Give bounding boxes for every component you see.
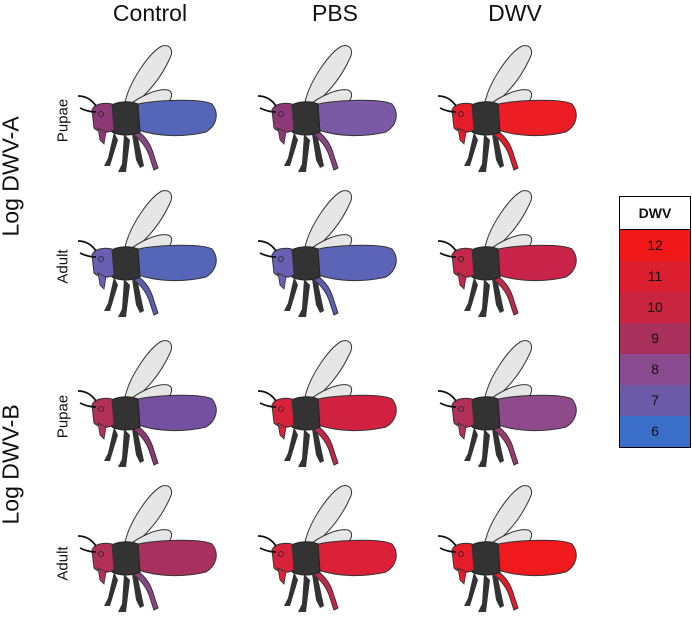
bee-control-dwv-b-pupae-illustration: [77, 340, 217, 467]
group-label-dwv-b: Log DWV-B: [0, 404, 24, 525]
legend-level-12: 12: [620, 230, 690, 261]
bee-dwv-dwv-a-pupae: [430, 40, 580, 180]
legend-title: DWV: [620, 197, 690, 230]
bee-control-dwv-a-pupae-illustration: [77, 45, 217, 172]
bee-control-dwv-b-pupae: [70, 335, 220, 475]
legend-level-6: 6: [620, 416, 690, 447]
bee-dwv-dwv-b-adult-illustration: [437, 485, 577, 612]
bee-control-dwv-a-adult: [70, 185, 220, 325]
bee-pbs-dwv-b-adult: [250, 480, 400, 620]
bee-pbs-dwv-a-adult: [250, 185, 400, 325]
legend-level-11: 11: [620, 261, 690, 292]
bee-pbs-dwv-b-pupae: [250, 335, 400, 475]
bee-dwv-dwv-b-adult: [430, 480, 580, 620]
legend-level-8: 8: [620, 354, 690, 385]
bee-pbs-dwv-b-adult-illustration: [257, 485, 397, 612]
column-header-dwv: DWV: [488, 0, 542, 26]
legend-level-10: 10: [620, 292, 690, 323]
bee-control-dwv-b-adult: [70, 480, 220, 620]
bee-pbs-dwv-b-pupae-illustration: [257, 340, 397, 467]
bee-dwv-dwv-a-adult-illustration: [437, 190, 577, 317]
bee-pbs-dwv-a-pupae: [250, 40, 400, 180]
bee-dwv-dwv-a-adult: [430, 185, 580, 325]
group-label-dwv-a: Log DWV-A: [0, 116, 24, 237]
legend-level-9: 9: [620, 323, 690, 354]
legend-level-7: 7: [620, 385, 690, 416]
bee-control-dwv-a-adult-illustration: [77, 190, 217, 317]
stage-label-dwv-a-adult: Adult: [54, 249, 72, 284]
bee-pbs-dwv-a-adult-illustration: [257, 190, 397, 317]
legend-scale: 12 11 10 9 8 7 6: [620, 230, 690, 447]
bee-control-dwv-b-adult-illustration: [77, 485, 217, 612]
bee-control-dwv-a-pupae: [70, 40, 220, 180]
column-header-pbs: PBS: [311, 0, 359, 26]
dwv-legend: DWV 12 11 10 9 8 7 6: [619, 196, 691, 448]
bee-dwv-dwv-b-pupae: [430, 335, 580, 475]
bee-pbs-dwv-a-pupae-illustration: [257, 45, 397, 172]
stage-label-dwv-b-adult: Adult: [54, 546, 72, 581]
bee-dwv-dwv-b-pupae-illustration: [437, 340, 577, 467]
column-header-control: Control: [112, 0, 188, 26]
stage-label-dwv-a-pupae: Pupae: [54, 98, 72, 143]
stage-label-dwv-b-pupae: Pupae: [54, 394, 72, 439]
bee-dwv-dwv-a-pupae-illustration: [437, 45, 577, 172]
